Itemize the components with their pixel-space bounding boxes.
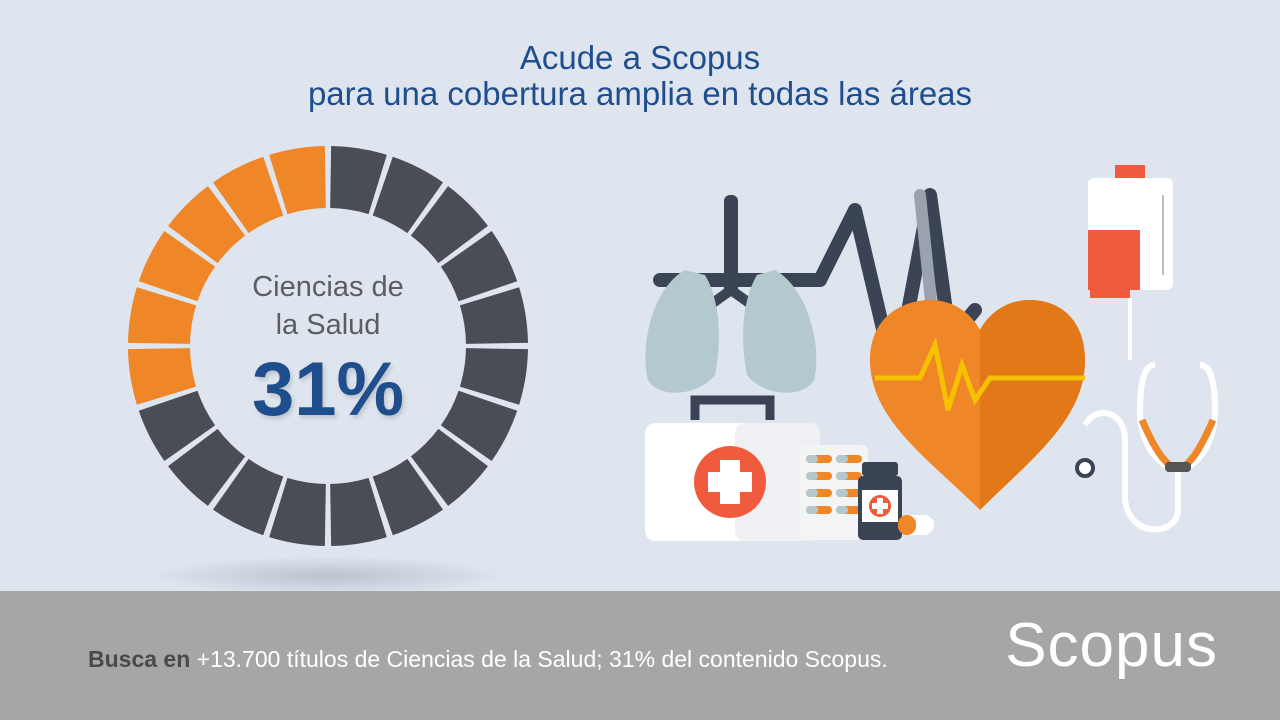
iv-bag-icon	[1088, 165, 1173, 360]
donut-shadow	[148, 556, 508, 596]
donut-segment	[410, 186, 488, 264]
first-aid-kit-icon	[645, 395, 820, 541]
stethoscope-icon	[1075, 362, 1219, 533]
title-line-2: para una cobertura amplia en todas las á…	[307, 75, 973, 112]
donut-segment	[168, 428, 246, 506]
donut-segment	[459, 287, 528, 344]
donut-segment-highlighted	[128, 348, 197, 405]
donut-label-line-2: la Salud	[275, 309, 381, 341]
footer-text: Busca en +13.700 títulos de Ciencias de …	[88, 646, 888, 673]
lungs-icon	[645, 195, 817, 393]
donut-svg	[128, 146, 528, 546]
donut-segment	[372, 458, 444, 536]
donut-segment-highlighted	[269, 146, 326, 215]
donut-segment-highlighted	[128, 287, 197, 344]
donut-segment	[410, 428, 488, 506]
donut-segment	[138, 390, 216, 462]
footer-bar	[0, 591, 1280, 720]
donut-label-line-1: Ciencias de	[252, 271, 404, 303]
title-line-1: Acude a Scopus	[519, 39, 761, 76]
donut-segment	[269, 477, 326, 546]
footer-body-text: +13.700 títulos de Ciencias de la Salud;…	[190, 646, 888, 672]
donut-segment	[372, 156, 444, 234]
page-title: Acude a Scopus para una cobertura amplia…	[0, 40, 1280, 112]
brand-logo: Scopus	[1005, 611, 1218, 680]
donut-segment	[440, 230, 518, 302]
donut-segment-highlighted	[168, 186, 246, 264]
donut-label: Ciencias de la Salud	[200, 268, 456, 344]
donut-segment-highlighted	[212, 156, 284, 234]
pill-blister-icon	[800, 445, 868, 540]
donut-segment	[330, 146, 387, 215]
donut-segment	[440, 390, 518, 462]
capsule-icon	[898, 515, 934, 535]
footer-bold-text: Busca en	[88, 646, 191, 672]
medicine-bottle-icon	[858, 462, 902, 540]
donut-chart	[118, 136, 538, 556]
heart-icon	[870, 300, 1085, 510]
donut-segment	[330, 477, 387, 546]
donut-segment	[459, 348, 528, 405]
medical-illustration	[645, 165, 1219, 541]
donut-segment-highlighted	[138, 230, 216, 302]
donut-percent: 31%	[251, 347, 405, 432]
donut-segment	[212, 458, 284, 536]
